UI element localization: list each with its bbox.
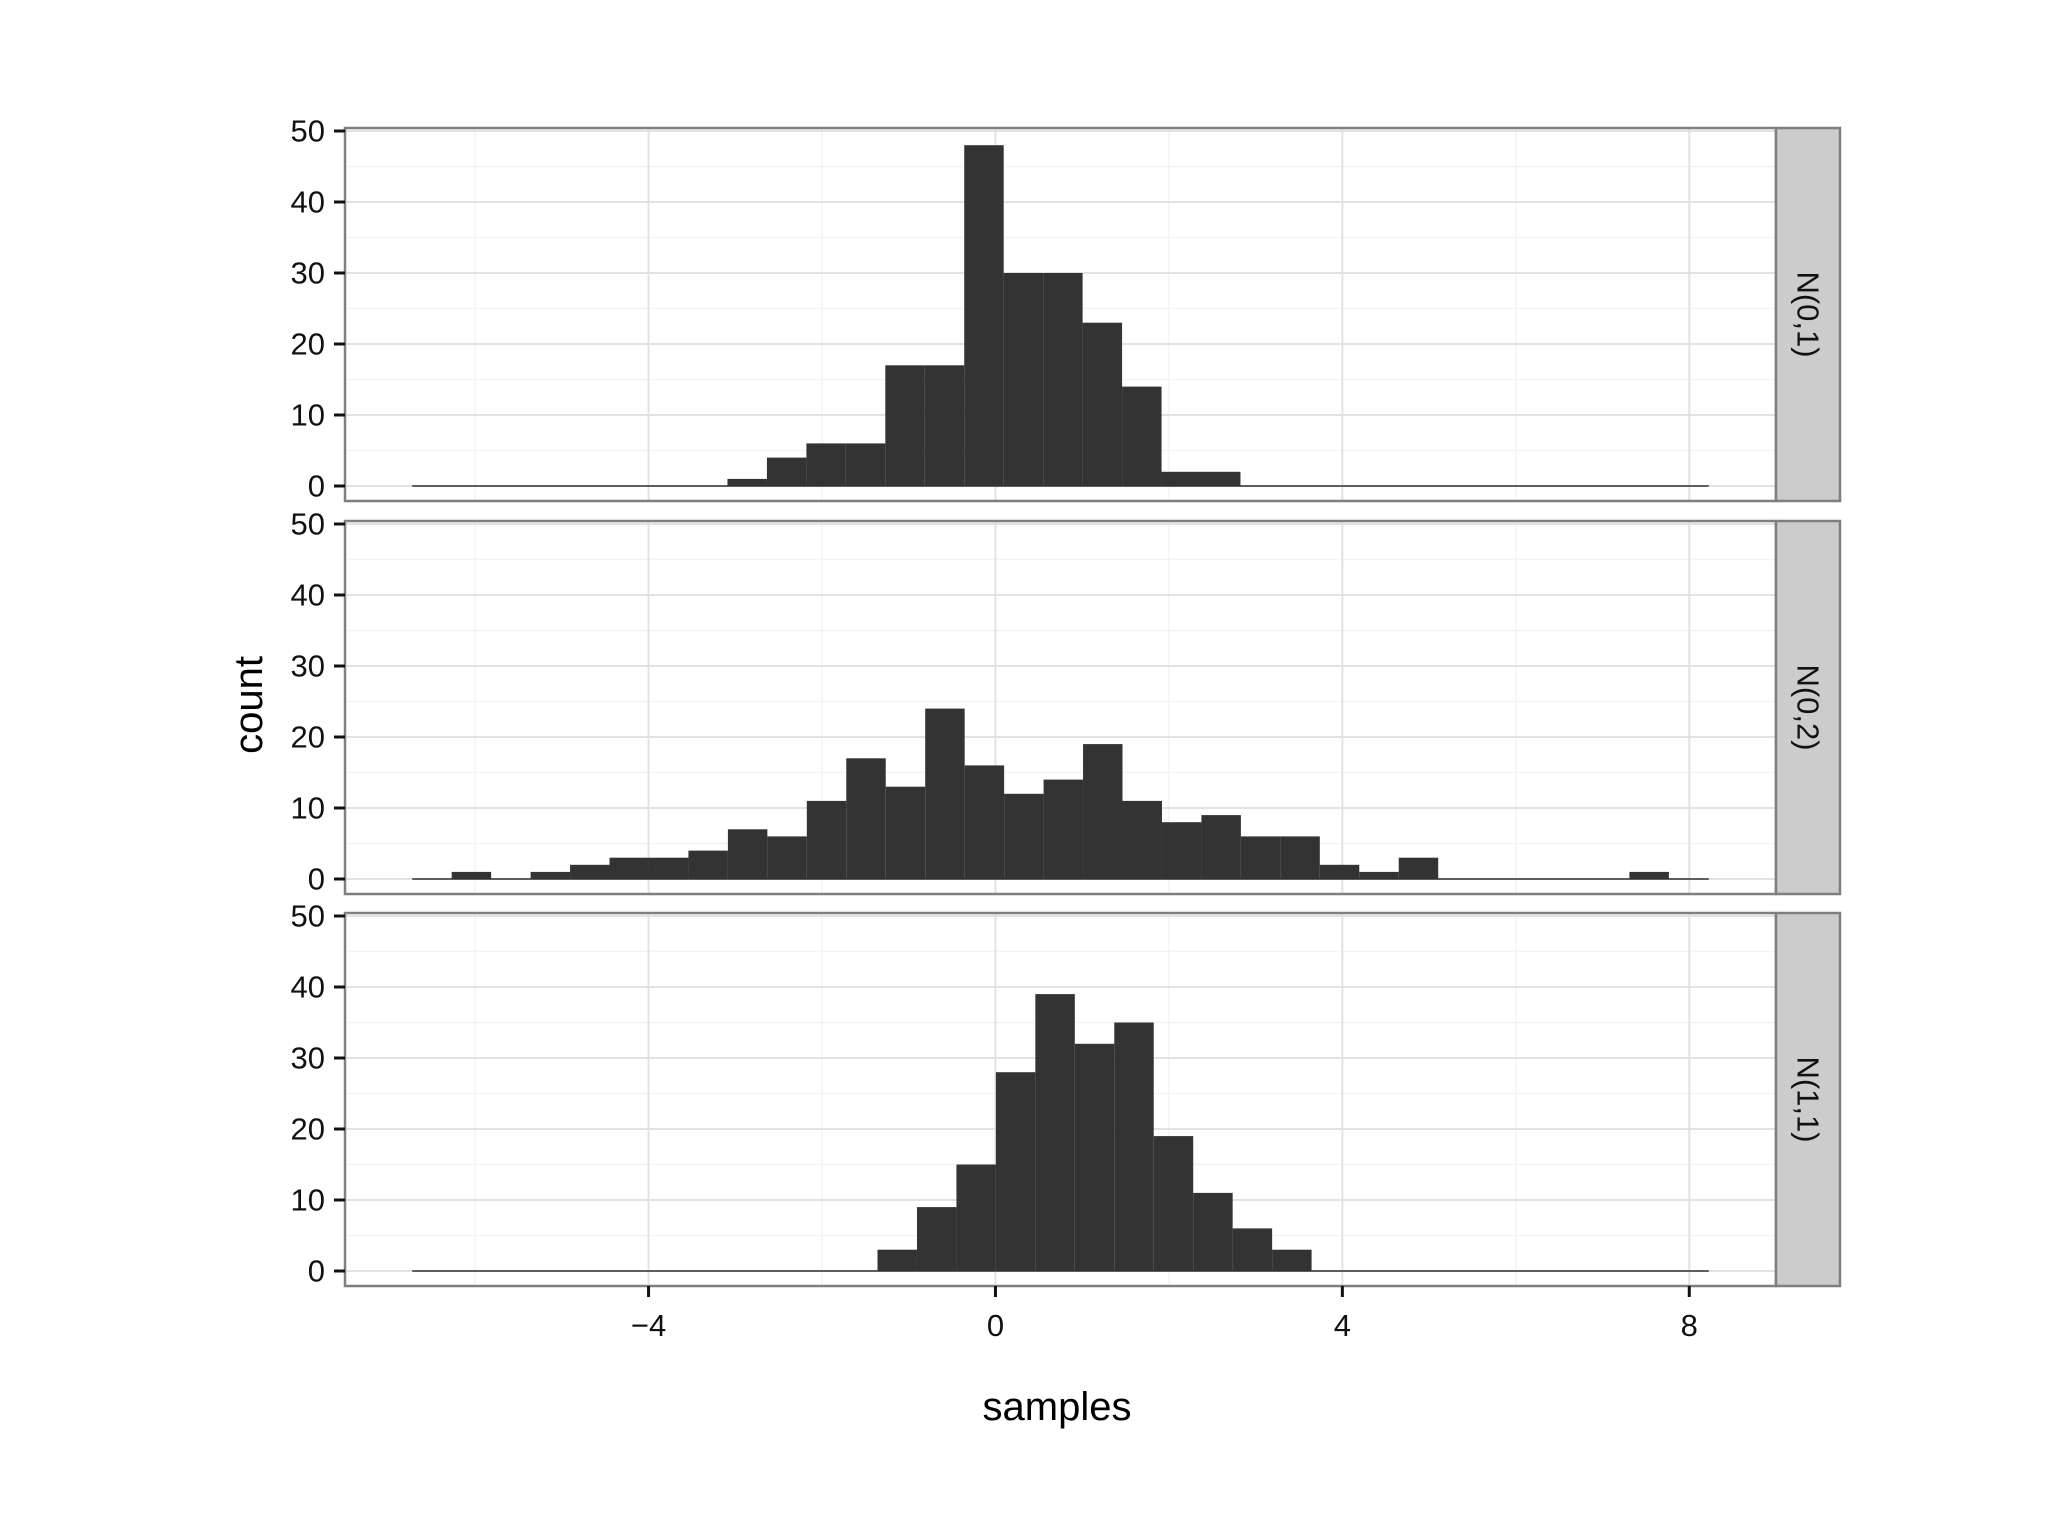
- y-tick-label: 0: [308, 1254, 325, 1289]
- x-tick-label: 0: [987, 1308, 1004, 1343]
- histogram-bar: [1114, 1022, 1154, 1271]
- y-tick-label: 50: [291, 507, 325, 542]
- histogram-bar: [964, 145, 1004, 486]
- y-tick-label: 0: [308, 469, 325, 504]
- facet-panels: N(0,1)01020304050N(0,2)01020304050N(1,1)…: [291, 114, 1842, 1289]
- histogram-bar: [727, 829, 768, 879]
- histogram-bar: [885, 786, 926, 879]
- y-tick-label: 40: [291, 970, 325, 1005]
- histogram-bar: [845, 443, 886, 486]
- histogram-bar: [1200, 471, 1241, 486]
- histogram-bar: [727, 478, 767, 486]
- histogram-bar: [1035, 994, 1075, 1271]
- histogram-bar: [925, 708, 965, 879]
- x-axis-title: samples: [983, 1385, 1132, 1429]
- y-tick-label: 10: [291, 1183, 325, 1218]
- histogram-bar: [1280, 836, 1320, 879]
- histogram-bar: [877, 1249, 917, 1271]
- histogram-bar: [1074, 1043, 1115, 1271]
- histogram-bar: [767, 836, 807, 879]
- y-tick-label: 50: [291, 114, 325, 149]
- x-tick-label: 8: [1681, 1308, 1698, 1343]
- y-tick-label: 20: [291, 720, 325, 755]
- histogram-bar: [1161, 471, 1201, 486]
- facet-strip-label: N(1,1): [1791, 1056, 1826, 1142]
- y-tick-label: 0: [308, 862, 325, 897]
- histogram-bar: [846, 758, 886, 879]
- histogram-bar: [885, 365, 925, 486]
- histogram-bar: [1043, 779, 1084, 879]
- histogram-bar: [648, 857, 689, 879]
- histogram-bar: [1240, 836, 1281, 879]
- x-tick-label: −4: [631, 1308, 666, 1343]
- histogram-bar: [806, 443, 846, 486]
- histogram-bar: [1003, 273, 1044, 486]
- y-tick-label: 20: [291, 327, 325, 362]
- x-tick-label: 4: [1334, 1308, 1351, 1343]
- histogram-bar: [1359, 871, 1399, 879]
- histogram-bar: [924, 365, 965, 486]
- histogram-bar: [609, 857, 649, 879]
- histogram-bar: [1201, 815, 1241, 879]
- histogram-bar: [1004, 793, 1044, 879]
- histogram-bar: [964, 765, 1005, 879]
- histogram-bar: [1193, 1192, 1233, 1271]
- y-tick-label: 10: [291, 791, 325, 826]
- histogram-bar: [766, 457, 807, 486]
- histogram-bar: [1232, 1228, 1273, 1271]
- histogram-bar: [1629, 871, 1669, 879]
- histogram-bar: [956, 1164, 996, 1271]
- histogram-bar: [1122, 800, 1162, 879]
- histogram-bar: [1398, 857, 1439, 879]
- histogram-bar: [451, 871, 492, 879]
- histogram-bar: [1272, 1249, 1312, 1271]
- histogram-bar: [1043, 273, 1083, 486]
- y-tick-label: 40: [291, 185, 325, 220]
- histogram-bar: [1319, 864, 1360, 879]
- facet-strip-label: N(0,1): [1791, 271, 1826, 357]
- histogram-bar: [1153, 1136, 1194, 1271]
- y-tick-label: 30: [291, 256, 325, 291]
- y-axis-title: count: [227, 656, 271, 754]
- y-tick-label: 30: [291, 1041, 325, 1076]
- facet-strip: [1774, 126, 1842, 503]
- histogram-bar: [1122, 386, 1162, 486]
- histogram-bar: [995, 1072, 1036, 1271]
- histogram-bar: [530, 871, 571, 879]
- facet-panel-1: N(0,1) 0 10 20 30 40 50: [291, 114, 1842, 504]
- y-tick-label: 20: [291, 1112, 325, 1147]
- histogram-bar: [1161, 822, 1202, 879]
- facet-strip-label: N(0,2): [1791, 664, 1826, 750]
- y-tick-label: 30: [291, 649, 325, 684]
- histogram-bar: [570, 864, 610, 879]
- histogram-bar: [806, 800, 847, 879]
- histogram-bar: [688, 850, 728, 879]
- facet-strip: [1774, 519, 1842, 896]
- y-tick-label: 50: [291, 899, 325, 934]
- histogram-bar: [1082, 322, 1123, 486]
- histogram-bar: [916, 1207, 957, 1271]
- x-axis: −4 0 4 8: [631, 1286, 1698, 1343]
- facet-panel-2: N(0,2) 0 10 20 30 40 50: [291, 507, 1842, 897]
- y-tick-label: 40: [291, 578, 325, 613]
- y-tick-label: 10: [291, 398, 325, 433]
- facet-panel-3: N(1,1) 0 10 20 30 40 50: [291, 899, 1842, 1289]
- facet-strip: [1774, 911, 1842, 1288]
- histogram-bar: [1083, 744, 1123, 879]
